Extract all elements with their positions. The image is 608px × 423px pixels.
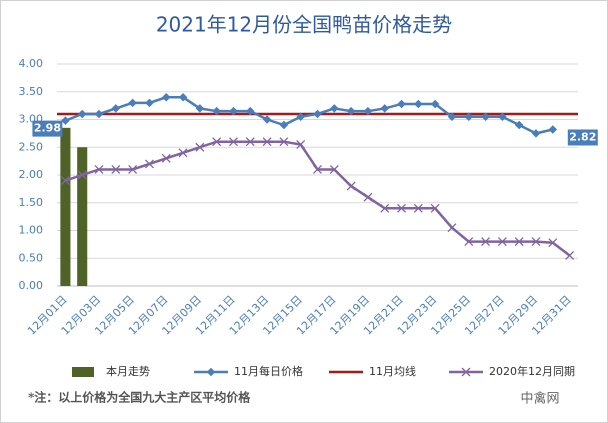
marker (60, 176, 70, 186)
data-label-box (32, 120, 63, 137)
marker (161, 153, 171, 163)
marker (212, 137, 222, 147)
marker (111, 104, 121, 113)
marker (363, 106, 373, 116)
marker (296, 112, 305, 121)
marker (94, 109, 104, 119)
marker (413, 203, 423, 213)
marker (128, 164, 138, 174)
marker (212, 106, 221, 116)
marker (245, 137, 255, 147)
y-tick-label: 1.50 (19, 196, 44, 209)
marker (329, 164, 339, 174)
marker (497, 237, 507, 247)
marker (145, 98, 154, 108)
marker (313, 164, 322, 174)
marker (111, 164, 121, 174)
y-tick-label: 0.00 (19, 279, 44, 292)
marker (447, 223, 457, 233)
legend-label: 本月走势 (106, 364, 150, 378)
marker (447, 112, 457, 121)
legend-label: 11月均线 (369, 364, 416, 378)
y-tick-label: 2.00 (19, 168, 44, 181)
marker (229, 137, 238, 147)
marker (77, 109, 87, 119)
marker (548, 238, 558, 248)
note: *注：以上价格为全国九大主产区平均价格 (28, 390, 251, 405)
marker (397, 99, 406, 109)
marker (481, 237, 491, 247)
bar (60, 127, 71, 286)
data-label-box (567, 129, 598, 146)
marker (414, 99, 423, 109)
marker (380, 104, 389, 113)
marker (296, 140, 306, 149)
marker (77, 170, 87, 180)
marker (262, 115, 272, 124)
marker (363, 192, 373, 202)
marker (464, 237, 474, 247)
marker (313, 109, 322, 119)
legend-marker (461, 367, 471, 377)
legend-swatch (72, 367, 94, 377)
marker (229, 106, 238, 116)
bar (77, 147, 88, 286)
marker (397, 203, 406, 213)
y-tick-label: 4.00 (19, 57, 44, 70)
y-tick-label: 3.50 (19, 85, 44, 98)
marker (144, 159, 154, 169)
marker (330, 104, 339, 113)
marker (380, 203, 390, 213)
marker (161, 93, 171, 102)
marker (565, 251, 575, 260)
legend-label: 2020年12月同期 (489, 364, 575, 378)
data-label: 2.82 (569, 130, 596, 143)
marker (178, 93, 188, 102)
legend-label: 11月每日价格 (234, 364, 303, 378)
marker (346, 106, 356, 116)
marker (195, 104, 205, 113)
marker (498, 112, 507, 121)
marker (481, 112, 490, 121)
marker (279, 120, 289, 130)
marker (178, 148, 188, 158)
marker (430, 203, 440, 213)
marker (61, 116, 70, 125)
marker (195, 142, 205, 152)
marker (94, 164, 104, 174)
legend-marker (206, 367, 216, 377)
data-label: 2.98 (34, 122, 61, 135)
y-tick-label: 1.00 (19, 224, 44, 237)
marker (464, 112, 474, 121)
marker (531, 237, 541, 247)
y-tick-label: 2.50 (19, 140, 44, 153)
marker (246, 106, 255, 116)
marker (262, 137, 272, 147)
watermark: 中禽网 (520, 391, 559, 407)
marker (128, 98, 137, 108)
chart-title: 2021年12月份全国鸭苗价格走势 (156, 13, 452, 37)
marker (279, 137, 289, 147)
marker (346, 181, 356, 191)
y-tick-label: 0.50 (19, 251, 44, 264)
marker (430, 99, 440, 109)
marker (514, 237, 524, 247)
